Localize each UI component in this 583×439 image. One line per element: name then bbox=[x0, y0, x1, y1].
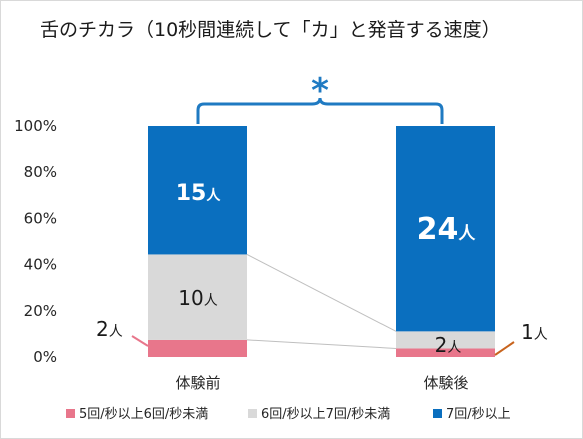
x-category-label: 体験前 bbox=[175, 374, 220, 392]
y-tick-label: 80% bbox=[24, 163, 57, 181]
connector-line bbox=[246, 339, 397, 349]
y-axis: 0% 20% 40% 60% 80% 100% bbox=[14, 117, 57, 366]
bar-segment bbox=[396, 126, 495, 332]
bracket-path bbox=[196, 97, 444, 124]
leader-line bbox=[131, 335, 149, 347]
data-labels: 15人 24人 10人 2人 2人 1人 bbox=[96, 181, 548, 357]
data-label: 15人 bbox=[176, 181, 222, 206]
y-tick-label: 20% bbox=[24, 302, 57, 320]
legend-label: 7回/秒以上 bbox=[446, 407, 511, 422]
y-tick-label: 0% bbox=[33, 348, 57, 366]
legend-swatch bbox=[248, 409, 257, 418]
data-label: 1人 bbox=[521, 320, 548, 344]
y-tick-label: 100% bbox=[14, 117, 57, 135]
y-tick-label: 60% bbox=[24, 209, 57, 227]
legend-label: 5回/秒以上6回/秒未満 bbox=[79, 407, 208, 422]
bars bbox=[148, 126, 495, 357]
significance-star: * bbox=[311, 71, 329, 111]
bar-segment bbox=[396, 331, 495, 349]
connector-line bbox=[246, 253, 397, 332]
bar-segment bbox=[396, 348, 495, 357]
leader-line bbox=[494, 341, 515, 356]
legend-label: 6回/秒以上7回/秒未満 bbox=[261, 407, 390, 422]
data-label: 2人 bbox=[435, 333, 462, 357]
y-tick-label: 40% bbox=[24, 256, 57, 274]
data-label: 2人 bbox=[96, 317, 123, 341]
legend-swatch bbox=[433, 409, 442, 418]
bar-segment bbox=[148, 126, 247, 255]
data-label: 10人 bbox=[178, 286, 217, 310]
chart-title: 舌のチカラ（10秒間連続して「カ」と発音する速度） bbox=[40, 19, 501, 41]
x-axis-categories: 体験前 体験後 bbox=[175, 374, 468, 392]
significance-bracket bbox=[196, 97, 444, 124]
x-category-label: 体験後 bbox=[423, 374, 468, 392]
bar-segment bbox=[148, 339, 247, 357]
data-label: 24人 bbox=[417, 212, 477, 247]
legend-swatch bbox=[66, 409, 75, 418]
bar-segment bbox=[148, 254, 247, 340]
legend: 5回/秒以上6回/秒未満 6回/秒以上7回/秒未満 7回/秒以上 bbox=[66, 407, 511, 422]
connector-lines bbox=[246, 253, 397, 349]
